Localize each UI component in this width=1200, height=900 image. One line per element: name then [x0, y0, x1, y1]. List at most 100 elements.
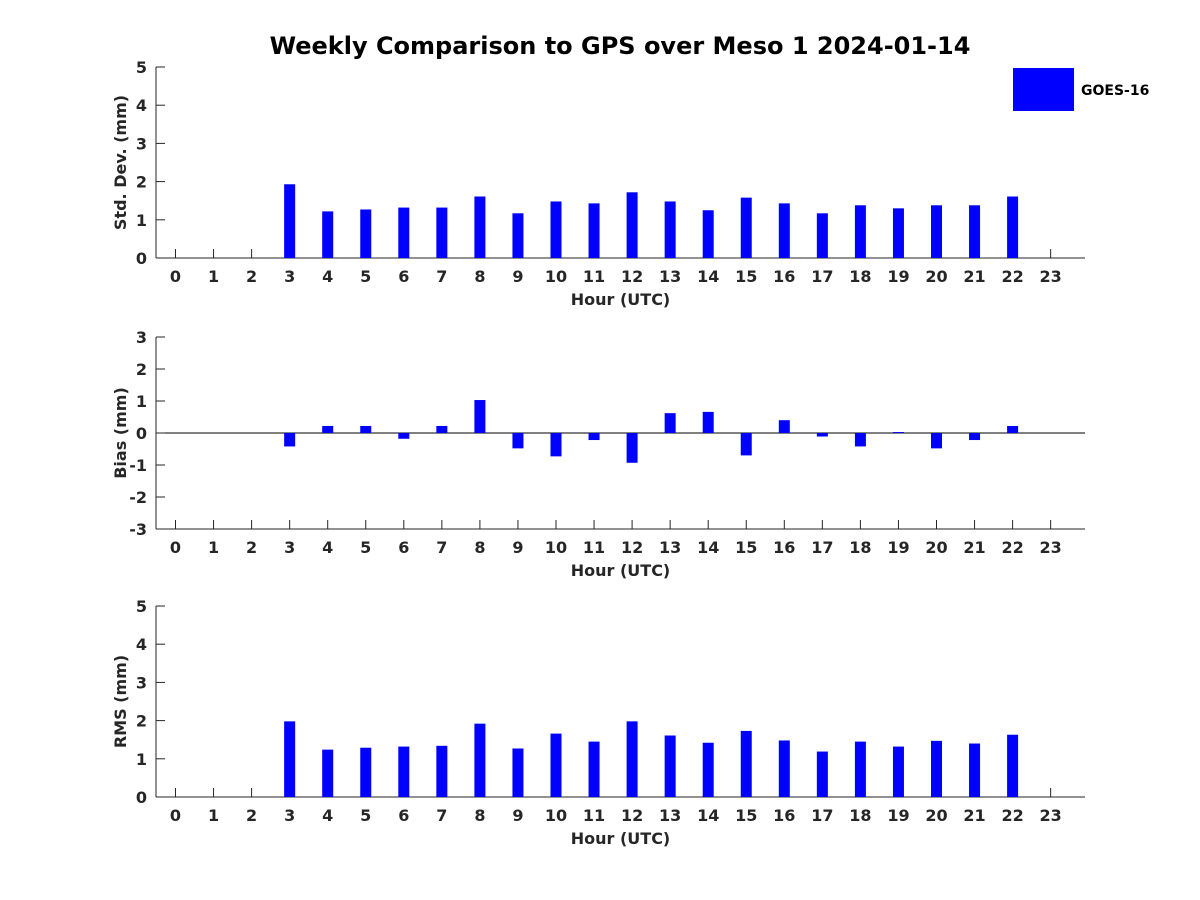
bar-bias-hour-22 [1007, 425, 1019, 433]
x-tick-label: 10 [545, 806, 567, 825]
bar-stddev-hour-14 [702, 210, 714, 258]
bar-bias-hour-16 [778, 420, 790, 433]
bar-stddev-hour-18 [854, 205, 866, 258]
x-tick-label: 11 [583, 538, 605, 557]
bar-bias-hour-10 [550, 433, 562, 457]
bar-bias-hour-20 [931, 433, 942, 449]
x-tick-label: 20 [925, 267, 947, 286]
legend: GOES-16 [1013, 68, 1149, 111]
x-tick-label: 18 [849, 806, 871, 825]
x-tick-label: 13 [659, 806, 681, 825]
x-tick-label: 9 [512, 538, 523, 557]
bar-stddev-hour-5 [360, 209, 372, 258]
y-tick-label: 0 [136, 249, 147, 268]
y-axis-label: Bias (mm) [111, 387, 130, 479]
x-tick-label: 23 [1040, 538, 1062, 557]
bar-rms-hour-17 [816, 751, 828, 797]
bar-stddev-hour-4 [322, 211, 334, 258]
bar-stddev-hour-8 [474, 196, 486, 258]
bar-rms-hour-21 [969, 743, 981, 797]
y-tick-label: 3 [136, 673, 147, 692]
x-tick-label: 17 [811, 267, 833, 286]
x-tick-label: 19 [887, 538, 909, 557]
chart-title: Weekly Comparison to GPS over Meso 1 202… [270, 32, 971, 60]
bar-rms-hour-18 [854, 741, 866, 797]
x-tick-label: 23 [1040, 806, 1062, 825]
bar-rms-hour-14 [702, 742, 714, 797]
x-tick-label: 3 [284, 806, 295, 825]
x-tick-label: 10 [545, 538, 567, 557]
bar-bias-hour-4 [322, 425, 334, 433]
bar-bias-hour-21 [969, 433, 981, 441]
bar-stddev-hour-3 [284, 184, 296, 258]
bar-stddev-hour-19 [892, 208, 904, 258]
bar-stddev-hour-16 [778, 203, 790, 258]
bar-bias-hour-17 [816, 433, 828, 437]
x-tick-label: 3 [284, 267, 295, 286]
bar-stddev-hour-13 [664, 201, 676, 258]
x-tick-label: 11 [583, 806, 605, 825]
bar-stddev-hour-20 [931, 205, 942, 258]
x-axis-label: Hour (UTC) [571, 829, 671, 848]
y-tick-label: 4 [136, 635, 147, 654]
bar-bias-hour-7 [436, 425, 448, 433]
x-tick-label: 14 [697, 538, 719, 557]
x-tick-label: 8 [474, 267, 485, 286]
y-tick-label: 2 [136, 712, 147, 731]
x-tick-label: 12 [621, 267, 643, 286]
y-tick-label: 0 [136, 424, 147, 443]
x-tick-label: 5 [360, 538, 371, 557]
x-tick-label: 18 [849, 538, 871, 557]
bar-rms-hour-4 [322, 749, 334, 797]
y-tick-label: 5 [136, 597, 147, 616]
bar-stddev-hour-11 [588, 203, 600, 258]
bar-stddev-hour-17 [816, 213, 828, 258]
bar-rms-hour-22 [1007, 734, 1019, 797]
bar-bias-hour-14 [702, 411, 714, 433]
x-tick-label: 1 [208, 267, 219, 286]
x-tick-label: 20 [925, 806, 947, 825]
bar-stddev-hour-22 [1007, 196, 1019, 258]
x-tick-label: 12 [621, 806, 643, 825]
y-tick-label: -1 [129, 456, 147, 475]
bar-bias-hour-3 [284, 433, 296, 447]
x-tick-label: 17 [811, 538, 833, 557]
x-tick-label: 21 [963, 806, 985, 825]
x-tick-label: 1 [208, 538, 219, 557]
bar-rms-hour-12 [626, 721, 638, 797]
x-tick-label: 7 [436, 806, 447, 825]
x-tick-label: 5 [360, 267, 371, 286]
y-tick-label: 2 [136, 360, 147, 379]
x-tick-label: 8 [474, 806, 485, 825]
bar-rms-hour-19 [892, 746, 904, 797]
x-tick-label: 16 [773, 806, 795, 825]
x-tick-label: 15 [735, 806, 757, 825]
x-tick-label: 2 [246, 267, 257, 286]
bar-stddev-hour-21 [969, 205, 981, 258]
x-tick-label: 23 [1040, 267, 1062, 286]
bar-rms-hour-15 [740, 730, 752, 797]
x-tick-label: 14 [697, 267, 719, 286]
x-tick-label: 20 [925, 538, 947, 557]
y-tick-label: 1 [136, 211, 147, 230]
y-tick-label: 1 [136, 392, 147, 411]
bar-bias-hour-15 [740, 433, 752, 456]
x-axis-label: Hour (UTC) [571, 290, 671, 309]
y-axis-label: RMS (mm) [111, 655, 130, 748]
x-tick-label: 12 [621, 538, 643, 557]
bar-bias-hour-9 [512, 433, 524, 449]
x-tick-label: 14 [697, 806, 719, 825]
x-tick-label: 2 [246, 806, 257, 825]
bar-rms-hour-16 [778, 740, 790, 797]
bar-bias-hour-18 [854, 433, 866, 447]
x-tick-label: 8 [474, 538, 485, 557]
x-tick-label: 4 [322, 538, 333, 557]
x-tick-label: 7 [436, 267, 447, 286]
x-tick-label: 21 [963, 538, 985, 557]
bar-bias-hour-12 [626, 433, 638, 463]
x-tick-label: 9 [512, 267, 523, 286]
y-tick-label: 1 [136, 750, 147, 769]
bar-rms-hour-7 [436, 745, 448, 797]
